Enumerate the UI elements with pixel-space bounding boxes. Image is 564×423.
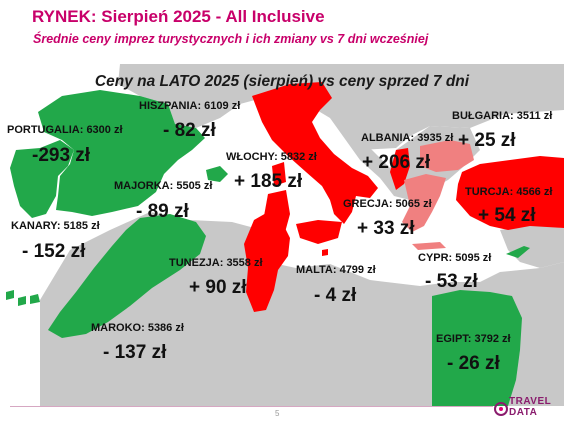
map-heading: Ceny na LATO 2025 (sierpień) vs ceny spr… [94,73,470,90]
label-price-bulgaria: BUŁGARIA: 3511 zł [452,110,553,122]
page-subtitle: Średnie ceny imprez turystycznych i ich … [33,32,429,46]
country-hiszpania [38,90,205,216]
label-price-tunezja: TUNEZJA: 3558 zł [169,257,263,269]
island-kanary-1 [6,290,14,300]
label-change-maroko: - 137 zł [103,342,167,363]
label-change-tunezja: + 90 zł [189,277,247,298]
label-price-majorka: MAJORKA: 5505 zł [114,180,213,192]
label-price-albania: ALBANIA: 3935 zł [361,132,454,144]
island-korsyka [272,162,286,186]
island-cypr [506,246,530,258]
country-turcja [456,156,564,230]
label-price-maroko: MAROKO: 5386 zł [91,322,184,334]
country-bulgaria [420,140,474,172]
label-change-egipt: - 26 zł [447,353,500,374]
country-maroko [48,214,206,338]
label-price-kanary: KANARY: 5185 zł [11,220,100,232]
island-kanary-3 [30,294,40,304]
country-egipt [432,290,522,406]
footer-divider [10,406,493,407]
label-change-portugalia: -293 zł [32,145,91,166]
label-change-turcja: + 54 zł [478,205,536,226]
label-price-egipt: EGIPT: 3792 zł [436,333,511,345]
page-title: RYNEK: Sierpień 2025 - All Inclusive [32,7,325,26]
country-albania [390,148,410,190]
header: RYNEK: Sierpień 2025 - All Inclusive Śre… [0,0,564,60]
country-tunezja [244,212,290,312]
island-malta [322,249,328,256]
island-sycylia [296,220,342,244]
travel-data-logo: TRAVEL DATA [494,395,562,423]
island-kanary-2 [18,296,26,306]
label-change-cypr: - 53 zł [425,271,478,292]
label-price-hiszpania: HISZPANIA: 6109 zł [139,100,241,112]
label-change-albania: + 206 zł [362,152,431,173]
page-number: 5 [275,409,280,418]
label-price-portugalia: PORTUGALIA: 6300 zł [7,124,123,136]
label-price-turcja: TURCJA: 4566 zł [465,186,553,198]
label-price-grecja: GRECJA: 5065 zł [343,198,432,210]
island-majorka [206,166,228,182]
logo-text-travel: TRAVEL [509,396,552,407]
label-price-wlochy: WŁOCHY: 5832 zł [226,151,317,163]
label-change-kanary: - 152 zł [22,241,86,262]
country-portugalia [10,140,74,218]
label-change-bulgaria: + 25 zł [458,130,516,151]
island-kreta [412,242,446,250]
land-europe [118,64,564,150]
country-grecja [402,174,446,232]
label-price-malta: MALTA: 4799 zł [296,264,376,276]
label-change-malta: - 4 zł [314,285,357,306]
mediterranean-map [0,64,564,406]
label-change-majorka: - 89 zł [136,201,189,222]
logo-text-data: DATA [509,407,538,418]
label-change-grecja: + 33 zł [357,218,415,239]
label-price-cypr: CYPR: 5095 zł [418,252,492,264]
label-change-hiszpania: - 82 zł [163,120,216,141]
country-wlochy [252,82,378,224]
logo-mark-icon [494,402,508,416]
label-change-wlochy: + 185 zł [234,171,303,192]
